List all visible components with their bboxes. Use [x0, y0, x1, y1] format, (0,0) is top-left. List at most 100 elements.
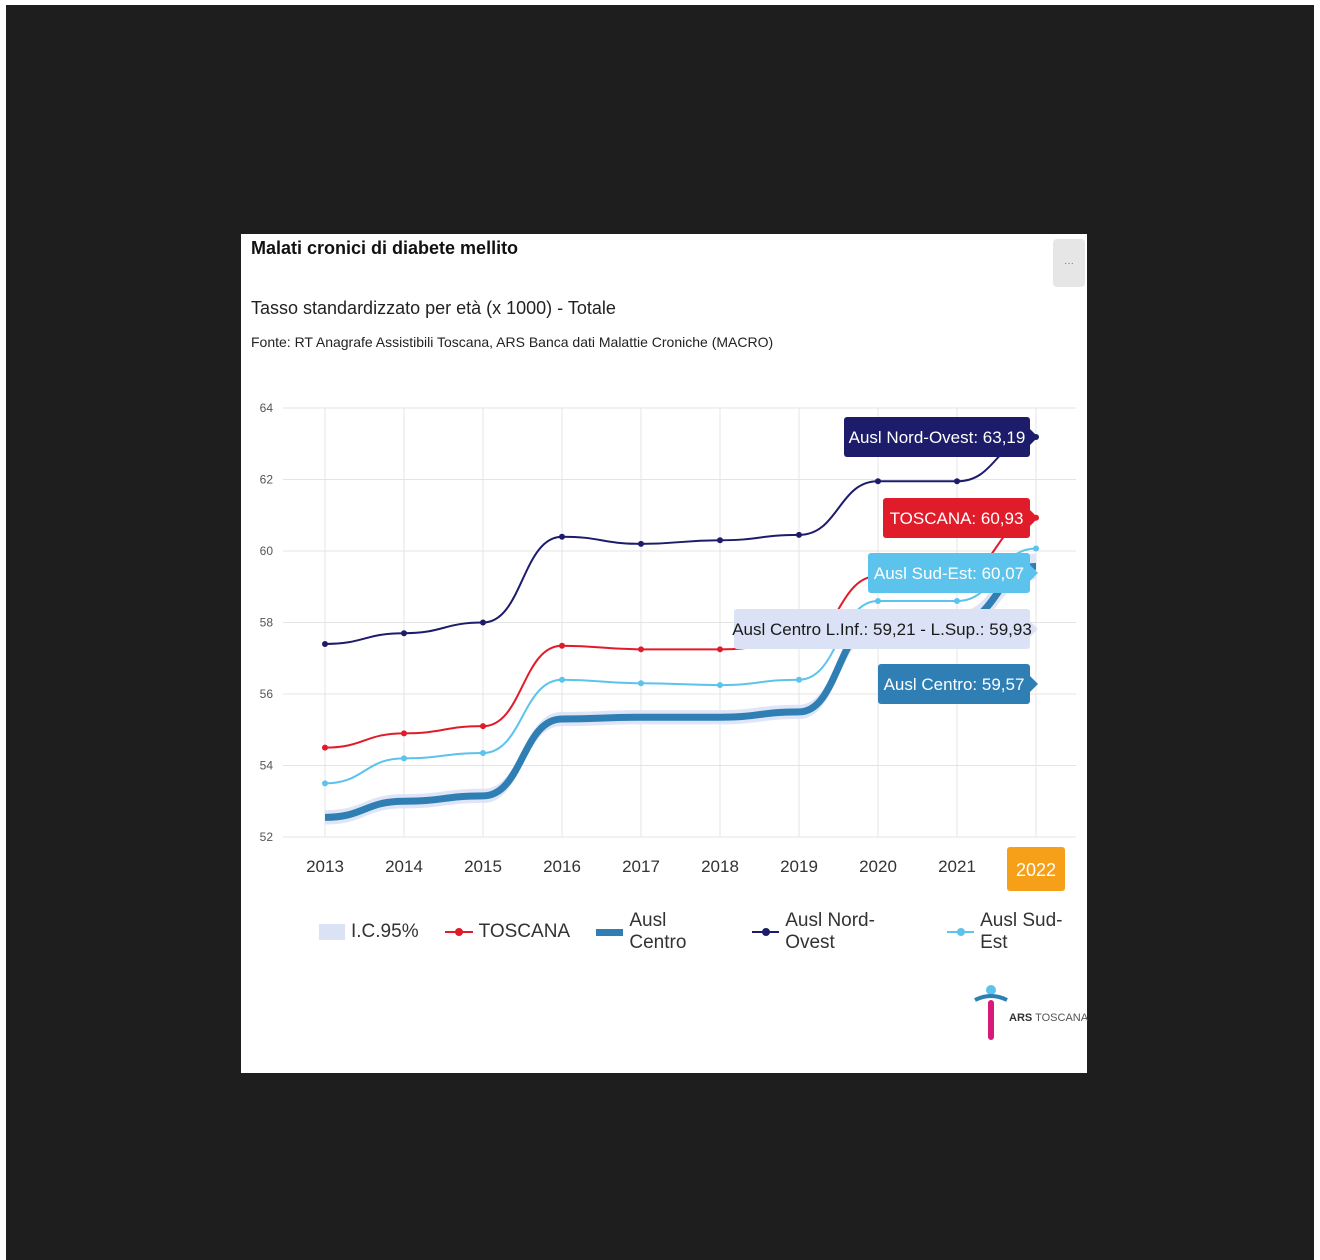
tooltip-text: Ausl Centro L.Inf.: 59,21 - L.Sup.: 59,9…	[732, 620, 1032, 639]
data-point-nordovest	[322, 640, 328, 647]
data-point-nordovest	[638, 540, 644, 547]
data-point-toscana	[401, 730, 407, 737]
tooltip-box	[734, 609, 1030, 649]
data-point-sudest	[559, 676, 565, 683]
data-point-sudest	[875, 598, 881, 605]
ars-logo-icon	[974, 985, 1008, 1040]
tooltip-sudest: Ausl Sud-Est: 60,07	[868, 553, 1038, 593]
tooltip-box	[868, 553, 1030, 593]
data-point-sudest	[717, 682, 723, 689]
tooltip-nordovest: Ausl Nord-Ovest: 63,19	[844, 417, 1038, 457]
data-point-sudest	[401, 755, 407, 762]
legend-swatch	[946, 928, 975, 936]
chart-source: Fonte: RT Anagrafe Assistibili Toscana, …	[251, 334, 774, 350]
x-tick-label: 2013	[306, 857, 344, 876]
y-tick-label: 52	[260, 830, 274, 844]
chart-title: Malati cronici di diabete mellito	[251, 238, 519, 258]
legend-swatch	[444, 928, 473, 936]
legend-thick-swatch	[596, 929, 624, 936]
legend-marker	[761, 928, 770, 936]
x-tick-label: 2014	[385, 857, 423, 876]
y-tick-label: 56	[260, 687, 274, 701]
legend-item-ic[interactable]: I.C.95%	[317, 921, 419, 943]
tooltip-text: Ausl Nord-Ovest: 63,19	[849, 428, 1026, 447]
legend-label: Ausl Centro	[629, 910, 687, 953]
tooltip-box	[883, 498, 1030, 538]
ic95-band	[325, 553, 1036, 825]
data-point-nordovest	[401, 630, 407, 637]
tooltip-ic: Ausl Centro L.Inf.: 59,21 - L.Sup.: 59,9…	[732, 609, 1038, 649]
tooltip-pointer	[1030, 676, 1038, 692]
legend-item-sudest[interactable]: Ausl Sud-Est	[946, 910, 1087, 954]
series-line-sudest	[324, 547, 1037, 785]
tooltip-toscana: TOSCANA: 60,93	[883, 498, 1038, 538]
tooltip-pointer	[1030, 429, 1038, 445]
ars-toscana-logo: ARS TOSCANA	[971, 982, 1088, 1044]
data-point-sudest	[954, 598, 960, 605]
data-point-nordovest	[954, 478, 960, 485]
data-point-nordovest	[559, 533, 565, 540]
data-point-nordovest	[875, 478, 881, 485]
legend-label: TOSCANA	[478, 921, 571, 942]
chart-menu-button[interactable]: ···	[1053, 239, 1085, 287]
x-tick-label: 2017	[622, 857, 660, 876]
x-axis-ticks: 2013 2014 2015 2016 2017 2018 2019 2020 2021 2022	[306, 847, 1065, 891]
legend-swatch	[596, 929, 624, 936]
data-point-nordovest	[480, 619, 486, 626]
legend-label: Ausl Nord-Ovest	[785, 910, 875, 953]
tooltip-pointer	[1030, 510, 1038, 526]
chart-legend: I.C.95% TOSCANA Ausl Centro Ausl Nord-Ovest…	[317, 910, 1087, 954]
data-point-toscana	[717, 646, 723, 653]
data-point-toscana	[638, 646, 644, 653]
logo-text: ARS TOSCANA	[1009, 1012, 1089, 1024]
data-point-sudest	[480, 749, 486, 756]
tooltip-centro: Ausl Centro: 59,57	[878, 664, 1038, 704]
x-tick-label: 2022	[1016, 860, 1056, 880]
legend-item-toscana[interactable]: TOSCANA	[444, 921, 571, 943]
chart-subtitle: Tasso standardizzato per età (x 1000) - …	[251, 298, 616, 318]
legend-label: Ausl Sud-Est	[980, 910, 1063, 953]
legend-marker	[454, 928, 463, 936]
data-point-toscana	[559, 642, 565, 649]
legend-label: I.C.95%	[351, 921, 419, 942]
y-tick-label: 60	[260, 544, 274, 558]
x-tick-label: 2015	[464, 857, 502, 876]
legend-marker	[956, 928, 965, 936]
data-point-sudest	[638, 680, 644, 687]
grid-lines	[283, 407, 1076, 838]
tooltip-pointer	[1030, 565, 1038, 581]
data-point-toscana	[322, 744, 328, 751]
x-tick-label: 2019	[780, 857, 818, 876]
x-tick-label: 2020	[859, 857, 897, 876]
data-point-sudest	[322, 780, 328, 787]
tooltip-text: Ausl Sud-Est: 60,07	[874, 564, 1024, 583]
series-line-nordovest	[324, 435, 1037, 645]
tooltips: Ausl Nord-Ovest: 63,19 TOSCANA: 60,93 Ausl…	[732, 417, 1038, 704]
data-point-toscana	[480, 723, 486, 730]
legend-band-swatch	[319, 924, 345, 940]
y-tick-label: 62	[260, 473, 274, 487]
legend-swatch	[319, 924, 345, 940]
x-tick-label: 2016	[543, 857, 581, 876]
x-tick-label: 2021	[938, 857, 976, 876]
legend-item-centro[interactable]: Ausl Centro	[596, 910, 726, 954]
tooltip-box	[878, 664, 1030, 704]
y-tick-label: 54	[260, 759, 274, 773]
y-tick-label: 58	[260, 616, 274, 630]
data-point-sudest	[1033, 545, 1039, 552]
highlight-year-box	[1007, 847, 1065, 891]
tooltip-text: TOSCANA: 60,93	[890, 509, 1024, 528]
data-point-nordovest	[796, 531, 802, 538]
chart-card: Malati cronici di diabete mellito ··· Ta…	[241, 234, 1088, 1073]
tooltip-text: Ausl Centro: 59,57	[884, 675, 1025, 694]
tooltip-box	[844, 417, 1030, 457]
x-tick-label: 2018	[701, 857, 739, 876]
y-tick-label: 64	[260, 401, 274, 415]
tooltip-pointer	[1030, 621, 1038, 637]
y-axis-ticks: 52 54 56 58 60 62 64	[260, 401, 274, 844]
ellipsis-icon: ···	[1064, 257, 1074, 269]
legend-item-nordovest[interactable]: Ausl Nord-Ovest	[751, 910, 921, 954]
legend-swatch	[751, 928, 780, 936]
data-point-nordovest	[717, 537, 723, 544]
